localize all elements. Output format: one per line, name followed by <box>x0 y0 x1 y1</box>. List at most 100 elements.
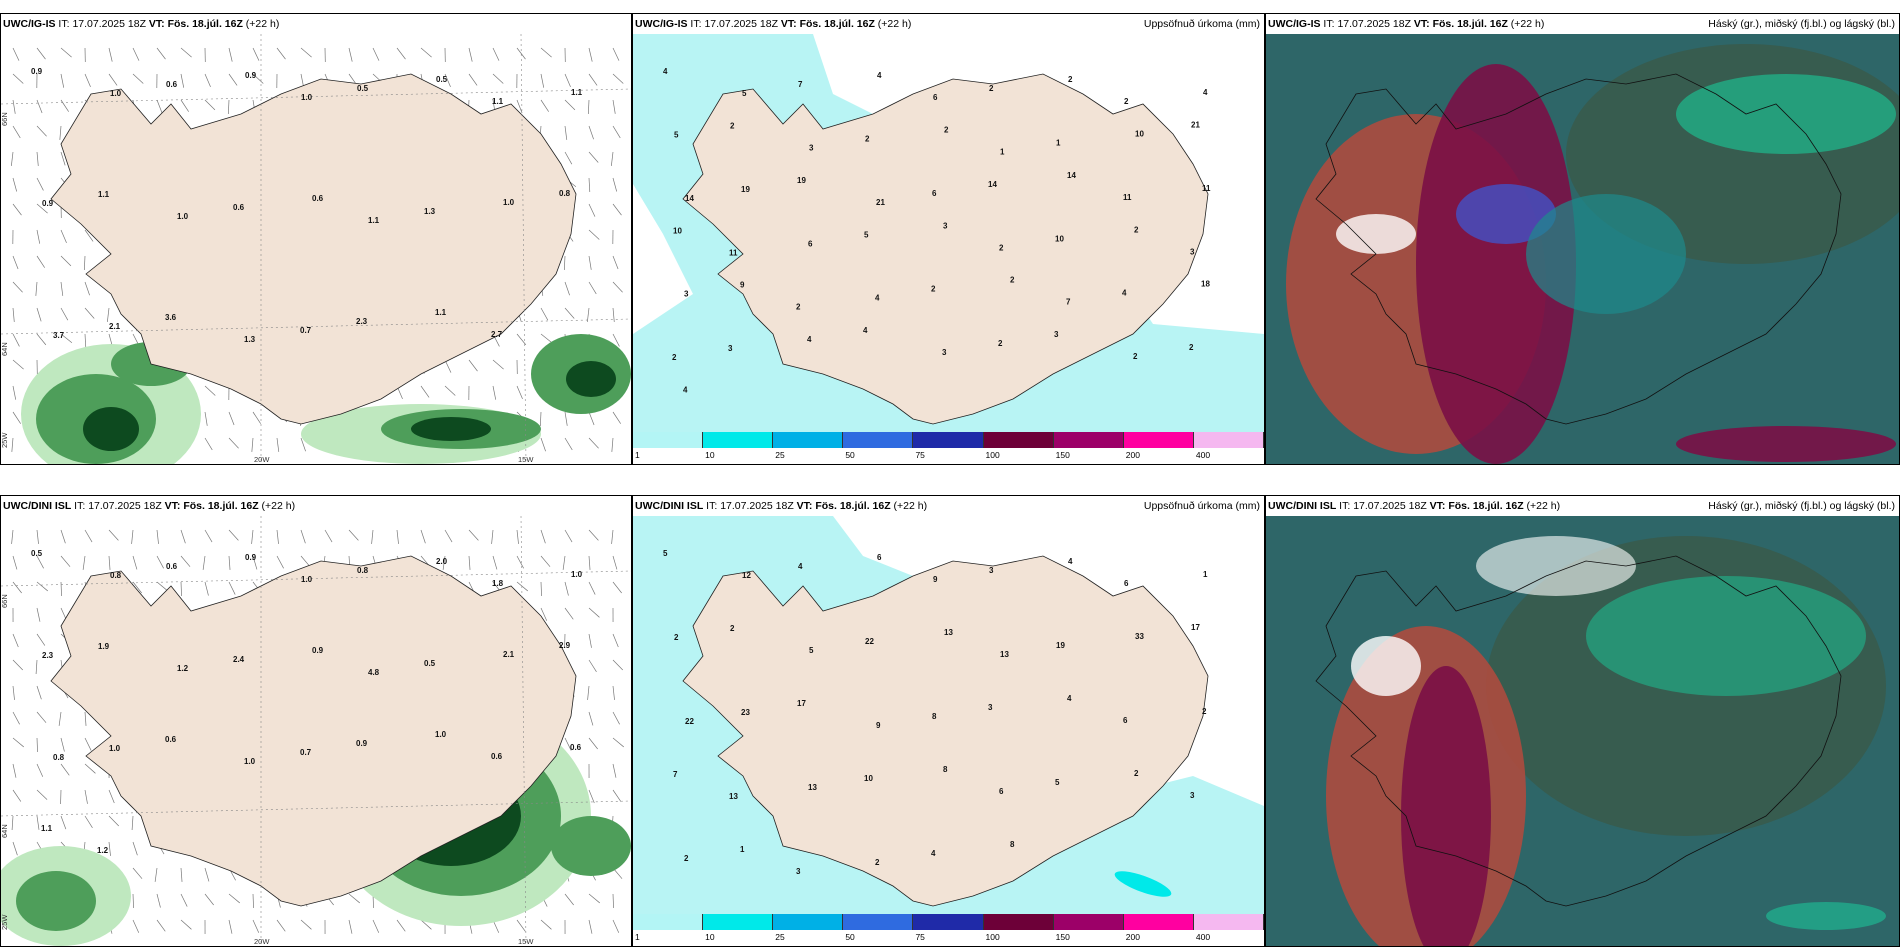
colorbar-swatch <box>913 432 984 448</box>
wind-barb <box>107 307 110 322</box>
precip-value-label: 1.0 <box>301 575 313 584</box>
panel-header: UWC/IG-IS IT: 17.07.2025 18Z VT: Fös. 18… <box>3 18 280 30</box>
precip-value-label: 1.0 <box>244 757 256 766</box>
wind-barb <box>612 255 619 270</box>
colorbar-swatch <box>703 432 774 448</box>
wind-barb <box>12 737 24 748</box>
wind-barb <box>154 867 158 882</box>
panel-wind-precip-dini: UWC/DINI ISL IT: 17.07.2025 18Z VT: Fös.… <box>0 495 632 947</box>
panel-header: UWC/DINI ISL IT: 17.07.2025 18Z VT: Fös.… <box>1266 496 1899 516</box>
wind-barb <box>132 919 140 933</box>
precip-value-label: 0.6 <box>165 735 177 744</box>
colorbar-label: 50 <box>845 932 855 942</box>
precip-value-label: 5 <box>809 646 814 655</box>
axis-label-20w: 20W <box>254 455 270 464</box>
precip-value-label: 2 <box>1133 352 1138 361</box>
precip-value-label: 4 <box>683 386 688 395</box>
precip-value-label: 1.9 <box>98 642 110 651</box>
precip-value-label: 19 <box>797 176 806 185</box>
precip-value-label: 5 <box>663 549 668 558</box>
precip-value-label: 22 <box>685 717 694 726</box>
wind-barb <box>132 841 138 856</box>
colorbar-swatch <box>703 914 774 930</box>
wind-barb <box>84 763 96 774</box>
wind-barb <box>60 281 64 296</box>
precip-value-label: 4 <box>877 71 882 80</box>
precip-value-label: 0.5 <box>424 659 436 668</box>
colorbar-label: 1 <box>635 932 640 942</box>
axis-label-25w: 25W <box>1 432 9 448</box>
wind-barb <box>11 815 14 830</box>
grid-lines <box>1 516 631 946</box>
wind-barb <box>540 99 549 112</box>
wind-barb <box>468 359 478 372</box>
wind-barb <box>562 555 566 570</box>
wind-barb <box>252 73 264 84</box>
wind-barb <box>108 73 118 86</box>
wind-barb <box>60 763 70 776</box>
precip-value-label: 2.3 <box>42 651 54 660</box>
wind-barb <box>588 633 592 648</box>
colorbar-label: 200 <box>1125 932 1140 942</box>
precip-value-label: 6 <box>808 239 813 248</box>
wind-barb <box>60 229 67 244</box>
precip-value-label: 1.2 <box>97 846 109 855</box>
wind-barb <box>251 437 254 452</box>
wind-barb <box>180 893 188 907</box>
precip-value-label: 0.7 <box>300 326 312 335</box>
wind-barb <box>108 529 119 541</box>
wind-barb <box>204 867 210 882</box>
precip-value-label: 14 <box>685 194 694 203</box>
precip-value-label: 2 <box>1124 97 1129 106</box>
wind-barb <box>348 893 360 904</box>
wind-barb <box>228 581 236 595</box>
wind-barb <box>180 581 182 597</box>
precip-value-label: 2 <box>1068 75 1073 84</box>
wind-barb <box>156 555 164 569</box>
precip-value-label: 0.5 <box>436 75 448 84</box>
wind-barb <box>612 307 615 322</box>
wind-barb <box>180 555 191 567</box>
wind-barb <box>276 47 286 60</box>
wind-barb <box>132 867 143 879</box>
cloud-map <box>1266 34 1899 464</box>
wind-barb <box>276 919 286 932</box>
wind-barb <box>36 633 46 646</box>
wind-barb <box>12 125 21 139</box>
panel-clouds-igis: UWC/IG-IS IT: 17.07.2025 18Z VT: Fös. 18… <box>1265 13 1900 465</box>
colorbar-label: 25 <box>775 932 785 942</box>
precip-value-label: 8 <box>1010 840 1015 849</box>
wind-barb <box>588 229 600 240</box>
precip-value-label: 2 <box>1134 225 1139 234</box>
wind-barb <box>36 203 48 214</box>
precip-value-label: 0.6 <box>312 194 324 203</box>
wind-barb <box>132 47 140 61</box>
wind-barb <box>60 333 73 344</box>
colorbar-label: 10 <box>705 450 715 460</box>
wind-barb <box>348 47 353 62</box>
wind-barb <box>36 125 47 137</box>
precip-value-label: 1.0 <box>435 730 447 739</box>
wind-barb <box>36 815 40 830</box>
precip-value-label: 2 <box>684 854 689 863</box>
precip-value-label: 1.3 <box>244 335 256 344</box>
precip-value-label: 2 <box>1189 343 1194 352</box>
wind-barb <box>36 529 39 544</box>
precip-value-label: 14 <box>988 180 997 189</box>
wind-barb <box>156 47 166 60</box>
wind-barb <box>564 437 573 451</box>
wind-barb <box>108 47 113 62</box>
wind-barb <box>12 307 15 322</box>
map-area: 4 5 7 4 6 2 2 2 4 5 2 3 2 2 1 1 10 21 14 19 19 21 6 14 14 11 11 10 1… <box>633 34 1264 432</box>
precip-value-label: 2 <box>998 339 1003 348</box>
wind-barb <box>36 555 44 569</box>
colorbar-label: 1 <box>635 450 640 460</box>
wind-barb <box>611 151 614 166</box>
panel-variable-title: Uppsöfnuð úrkoma (mm) <box>1143 18 1260 30</box>
wind-barb <box>396 47 406 60</box>
grid-lines <box>1 34 631 464</box>
wind-barb <box>228 411 235 426</box>
precip-value-label: 2.1 <box>109 322 121 331</box>
colorbar-label: 100 <box>985 932 1000 942</box>
wind-barb <box>12 255 19 270</box>
